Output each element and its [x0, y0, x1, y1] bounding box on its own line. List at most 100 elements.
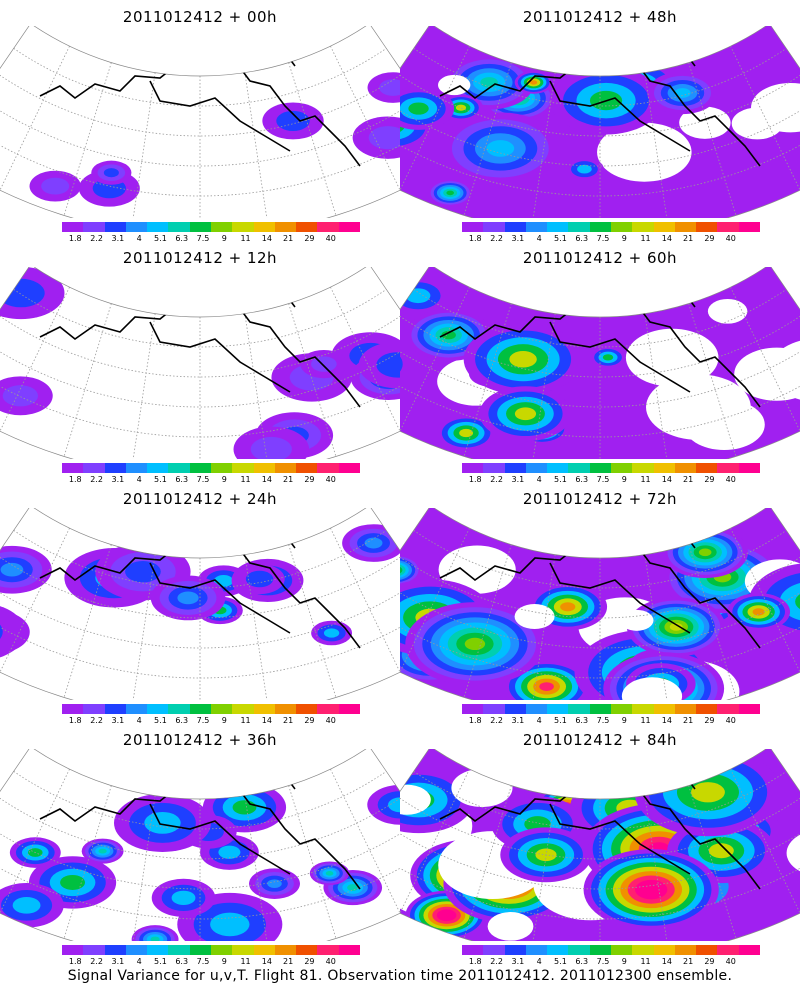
map-panel: 2011012412 + 60h 1.8 2.2 3.1 4 5.1 6.3 7.5 9 11 14…: [400, 241, 800, 486]
colorbar-tick-label: 9: [621, 234, 627, 243]
graticule: [0, 768, 400, 941]
colorbar-swatch: [232, 945, 254, 955]
colorbar-tick-label: 14: [661, 957, 672, 966]
colorbar-swatch: [338, 463, 360, 473]
map-panel: 2011012412 + 24h 1.8 2.2 3.1 4 5.1 6.3 7.5 9 11 14…: [0, 482, 400, 727]
colorbar-swatch: [738, 945, 760, 955]
colorbar-swatch: [504, 222, 526, 232]
colorbar-swatch: [189, 222, 211, 232]
colorbar-tick-label: 14: [261, 716, 272, 725]
colorbar-swatch: [483, 463, 505, 473]
colorbar-swatch: [547, 222, 569, 232]
colorbar-tick-label: 2.2: [490, 716, 503, 725]
colorbar-swatch: [547, 463, 569, 473]
colorbar-swatch: [317, 945, 339, 955]
colorbar-tick-label: 1.8: [468, 957, 482, 966]
colorbar-tick-label: 29: [304, 475, 315, 484]
graticule: [0, 45, 400, 218]
colorbar: [62, 463, 360, 473]
colorbar-swatch: [738, 222, 760, 232]
colorbar-tick-label: 21: [283, 957, 294, 966]
forecast-map: [400, 26, 800, 218]
colorbar-swatch: [674, 945, 697, 955]
colorbar-swatch: [717, 704, 739, 714]
colorbar-swatch: [653, 704, 675, 714]
colorbar-swatch: [525, 463, 548, 473]
forecast-map: [400, 267, 800, 459]
colorbar-swatch: [253, 945, 275, 955]
colorbar-swatch: [696, 704, 718, 714]
colorbar-swatch: [632, 704, 654, 714]
colorbar-tick-label: 6.3: [175, 957, 189, 966]
colorbar-tick-label: 21: [683, 475, 694, 484]
colorbar-swatch: [653, 945, 675, 955]
colorbar-tick-label: 29: [304, 234, 315, 243]
colorbar-tick-label: 3.1: [511, 957, 525, 966]
variance-field: [29, 72, 400, 207]
colorbar-swatch: [610, 945, 633, 955]
colorbar-ticks: 1.8 2.2 3.1 4 5.1 6.3 7.5 9 11 14 21 29 40: [462, 716, 760, 726]
colorbar-tick-label: 3.1: [511, 234, 525, 243]
colorbar-swatch: [610, 704, 633, 714]
colorbar-tick-label: 11: [640, 957, 651, 966]
graticule: [0, 527, 400, 700]
colorbar-tick-label: 1.8: [68, 234, 82, 243]
colorbar-tick-label: 7.5: [596, 957, 610, 966]
colorbar-tick-label: 29: [704, 475, 715, 484]
colorbar-tick-label: 9: [221, 716, 227, 725]
forecast-map: [0, 508, 400, 700]
colorbar-tick-label: 9: [621, 957, 627, 966]
colorbar-tick-label: 4: [536, 475, 542, 484]
colorbar-swatch: [632, 945, 654, 955]
colorbar-tick-label: 11: [640, 475, 651, 484]
colorbar-swatch: [168, 222, 190, 232]
colorbar-tick-label: 11: [640, 716, 651, 725]
graticule: [400, 768, 800, 941]
colorbar-tick-label: 5.1: [554, 234, 567, 243]
colorbar-tick-label: 5.1: [154, 234, 167, 243]
panel-title: 2011012412 + 84h: [522, 731, 678, 749]
colorbar-swatch: [632, 463, 654, 473]
colorbar-tick-label: 29: [704, 957, 715, 966]
colorbar-tick-label: 7.5: [196, 234, 210, 243]
colorbar-swatch: [253, 222, 275, 232]
graticule: [400, 45, 800, 218]
figure-caption: Signal Variance for u,v,T. Flight 81. Ob…: [67, 968, 733, 984]
colorbar-tick-label: 7.5: [596, 234, 610, 243]
graticule: [400, 286, 800, 459]
colorbar-tick-label: 14: [661, 716, 672, 725]
colorbar-swatch: [274, 222, 297, 232]
colorbar-ticks: 1.8 2.2 3.1 4 5.1 6.3 7.5 9 11 14 21 29 40: [462, 957, 760, 967]
map-panel: 2011012412 + 00h 1.8 2.2 3.1 4 5.1 6.3 7.5 9 11 14…: [0, 0, 400, 245]
colorbar-swatch: [547, 945, 569, 955]
panel-title: 2011012412 + 00h: [122, 8, 278, 26]
colorbar-swatch: [125, 704, 148, 714]
colorbar-tick-label: 40: [325, 957, 336, 966]
colorbar-tick-label: 6.3: [175, 716, 189, 725]
colorbar-swatch: [462, 945, 484, 955]
colorbar: [462, 463, 760, 473]
colorbar-swatch: [296, 222, 318, 232]
colorbar-swatch: [168, 945, 190, 955]
colorbar-tick-label: 3.1: [111, 475, 125, 484]
colorbar-tick-label: 11: [640, 234, 651, 243]
variance-field: [400, 508, 800, 700]
map-panel: 2011012412 + 36h 1.8 2.2 3.1 4 5.1 6.3 7.5 9 11 14…: [0, 723, 400, 968]
colorbar-swatch: [674, 222, 697, 232]
colorbar-swatch: [62, 222, 84, 232]
colorbar-swatch: [296, 945, 318, 955]
colorbar-swatch: [589, 222, 611, 232]
colorbar-swatch: [568, 704, 590, 714]
colorbar-tick-label: 2.2: [90, 957, 103, 966]
colorbar-swatch: [62, 945, 84, 955]
colorbar-tick-label: 5.1: [154, 957, 167, 966]
colorbar-swatch: [232, 704, 254, 714]
colorbar-swatch: [568, 222, 590, 232]
colorbar-tick-label: 2.2: [90, 716, 103, 725]
colorbar-tick-label: 21: [683, 957, 694, 966]
colorbar-swatch: [104, 945, 126, 955]
colorbar-swatch: [674, 704, 697, 714]
colorbar-swatch: [338, 945, 360, 955]
panel-title: 2011012412 + 36h: [122, 731, 278, 749]
colorbar-swatch: [168, 704, 190, 714]
